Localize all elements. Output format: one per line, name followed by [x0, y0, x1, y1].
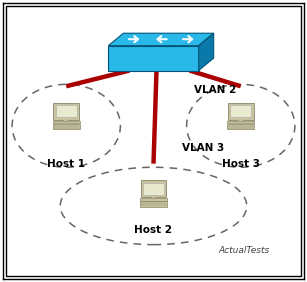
Bar — [52, 121, 80, 123]
Bar — [53, 103, 79, 120]
Text: Host 1: Host 1 — [47, 159, 85, 169]
Bar — [56, 105, 76, 117]
Bar — [64, 120, 68, 123]
Bar — [228, 103, 254, 120]
Text: Host 3: Host 3 — [222, 159, 260, 169]
Polygon shape — [108, 33, 214, 46]
Bar — [52, 124, 80, 129]
Polygon shape — [108, 46, 199, 70]
Text: VLAN 3: VLAN 3 — [182, 143, 224, 153]
Polygon shape — [199, 33, 214, 70]
Bar — [231, 105, 251, 117]
Text: VLAN 2: VLAN 2 — [194, 85, 236, 95]
Bar — [227, 121, 255, 123]
Bar — [140, 198, 167, 201]
Text: ActualTests: ActualTests — [218, 246, 269, 255]
Bar — [152, 197, 155, 201]
Text: Host 2: Host 2 — [134, 225, 173, 235]
Bar — [143, 183, 164, 195]
Bar — [140, 201, 167, 207]
Bar — [227, 124, 255, 129]
Bar — [239, 120, 243, 123]
Bar — [141, 180, 166, 197]
